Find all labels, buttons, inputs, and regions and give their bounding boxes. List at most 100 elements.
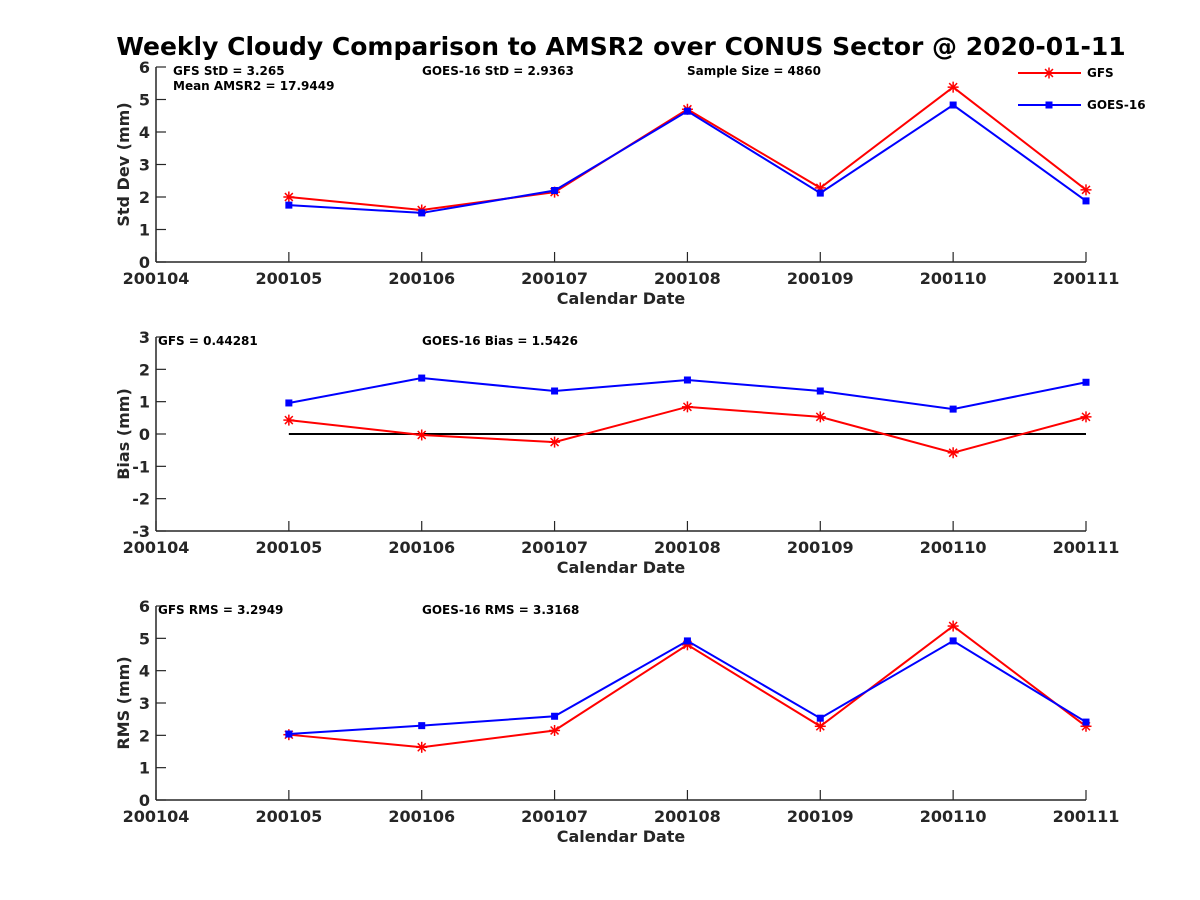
- y-tick-label: 5: [139, 629, 150, 648]
- data-point-goes-16: [418, 722, 426, 730]
- x-tick-label: 200109: [787, 269, 854, 288]
- data-point-goes-16: [551, 387, 559, 395]
- x-tick-label: 200111: [1053, 807, 1120, 826]
- stat-annotation: Mean AMSR2 = 17.9449: [173, 79, 334, 93]
- y-tick-label: 0: [139, 253, 150, 272]
- x-tick-label: 200110: [920, 269, 987, 288]
- legend-marker: [1045, 101, 1053, 109]
- series-gfs: [283, 81, 1092, 216]
- stat-annotation: GFS RMS = 3.2949: [158, 603, 283, 617]
- x-tick-label: 200104: [123, 269, 190, 288]
- y-tick-label: 1: [139, 393, 150, 412]
- x-tick-label: 200104: [123, 538, 190, 557]
- data-point-gfs: [681, 401, 693, 413]
- data-point-goes-16: [285, 399, 293, 407]
- y-axis-label: Bias (mm): [114, 388, 133, 480]
- stat-annotation: GFS = 0.44281: [158, 334, 258, 348]
- data-point-goes-16: [1082, 718, 1090, 726]
- stat-annotation: GFS StD = 3.265: [173, 64, 285, 78]
- data-point-gfs: [814, 411, 826, 423]
- legend-label: GFS: [1087, 66, 1114, 80]
- x-tick-label: 200105: [255, 269, 322, 288]
- data-point-goes-16: [418, 374, 426, 382]
- data-point-goes-16: [949, 405, 957, 413]
- y-tick-label: 1: [139, 759, 150, 778]
- data-point-goes-16: [551, 187, 559, 194]
- stat-annotation: GOES-16 StD = 2.9363: [422, 64, 574, 78]
- y-tick-label: -2: [132, 490, 150, 509]
- y-tick-label: -1: [132, 457, 150, 476]
- series-line-goes-16: [288, 103, 1087, 214]
- data-point-goes-16: [816, 387, 824, 395]
- x-tick-label: 200108: [654, 538, 721, 557]
- x-tick-label: 200106: [388, 269, 455, 288]
- data-point-gfs: [416, 429, 428, 441]
- data-point-goes-16: [551, 712, 559, 720]
- x-tick-label: 200105: [255, 538, 322, 557]
- legend: GFS GOES-16: [1018, 66, 1146, 112]
- data-point-gfs: [1080, 184, 1092, 196]
- chart-panel-2: -3 -2 -1 0 1 2 3 200104 200105 200106 200107 200108…: [114, 328, 1119, 577]
- data-point-goes-16: [1082, 197, 1090, 205]
- x-tick-label: 200110: [920, 538, 987, 557]
- x-tick-label: 200108: [654, 807, 721, 826]
- x-tick-label: 200109: [787, 807, 854, 826]
- x-tick-label: 200108: [654, 269, 721, 288]
- y-tick-label: -3: [132, 522, 150, 541]
- y-tick-label: 2: [139, 188, 150, 207]
- data-point-gfs: [814, 720, 826, 732]
- data-point-gfs: [1080, 411, 1092, 423]
- data-point-goes-16: [683, 637, 691, 645]
- stat-annotation: GOES-16 Bias = 1.5426: [422, 334, 578, 348]
- data-point-gfs: [283, 191, 295, 203]
- data-point-goes-16: [683, 107, 691, 115]
- x-tick-label: 200106: [388, 538, 455, 557]
- series-gfs: [283, 401, 1092, 459]
- y-tick-label: 0: [139, 425, 150, 444]
- data-point-gfs: [549, 724, 561, 736]
- x-axis-label: Calendar Date: [557, 827, 686, 846]
- y-tick-label: 3: [139, 694, 150, 713]
- y-tick-label: 2: [139, 726, 150, 745]
- x-tick-label: 200111: [1053, 269, 1120, 288]
- stat-annotation: GOES-16 RMS = 3.3168: [422, 603, 579, 617]
- data-point-goes-16: [816, 714, 824, 722]
- legend-item-goes-16: GOES-16: [1018, 98, 1146, 112]
- figure-title: Weekly Cloudy Comparison to AMSR2 over C…: [116, 32, 1125, 61]
- data-point-goes-16: [949, 101, 957, 109]
- legend-item-gfs: GFS: [1018, 66, 1114, 80]
- chart-panel-3: 0 1 2 3 4 5 6 200104 200105 200106 200107 200108 200…: [114, 597, 1119, 846]
- x-axis-label: Calendar Date: [557, 289, 686, 308]
- data-point-goes-16: [949, 637, 957, 645]
- x-tick-label: 200107: [521, 538, 588, 557]
- y-tick-label: 0: [139, 791, 150, 810]
- data-point-goes-16: [816, 189, 824, 197]
- y-tick-label: 1: [139, 221, 150, 240]
- x-tick-label: 200109: [787, 538, 854, 557]
- data-point-goes-16: [418, 209, 426, 217]
- data-point-goes-16: [285, 730, 293, 738]
- series-goes-16: [285, 101, 1090, 217]
- x-tick-label: 200111: [1053, 538, 1120, 557]
- y-tick-label: 4: [139, 123, 150, 142]
- x-tick-label: 200107: [521, 269, 588, 288]
- y-tick-label: 2: [139, 360, 150, 379]
- data-point-goes-16: [683, 376, 691, 384]
- y-tick-label: 3: [139, 156, 150, 175]
- series-goes-16: [285, 637, 1090, 738]
- x-tick-label: 200107: [521, 807, 588, 826]
- chart-panel-1: 0 1 2 3 4 5 6 200104 200105 200106 200107 200108 200…: [114, 58, 1119, 308]
- x-tick-label: 200110: [920, 807, 987, 826]
- data-point-gfs: [283, 414, 295, 426]
- data-point-goes-16: [1082, 378, 1090, 386]
- x-tick-label: 200105: [255, 807, 322, 826]
- series-goes-16: [285, 374, 1090, 413]
- y-tick-label: 3: [139, 328, 150, 347]
- stat-annotation: Sample Size = 4860: [687, 64, 821, 78]
- series-line-goes-16: [288, 639, 1087, 736]
- x-axis-label: Calendar Date: [557, 558, 686, 577]
- x-tick-label: 200104: [123, 807, 190, 826]
- legend-marker: [1043, 67, 1055, 79]
- data-point-gfs: [549, 436, 561, 448]
